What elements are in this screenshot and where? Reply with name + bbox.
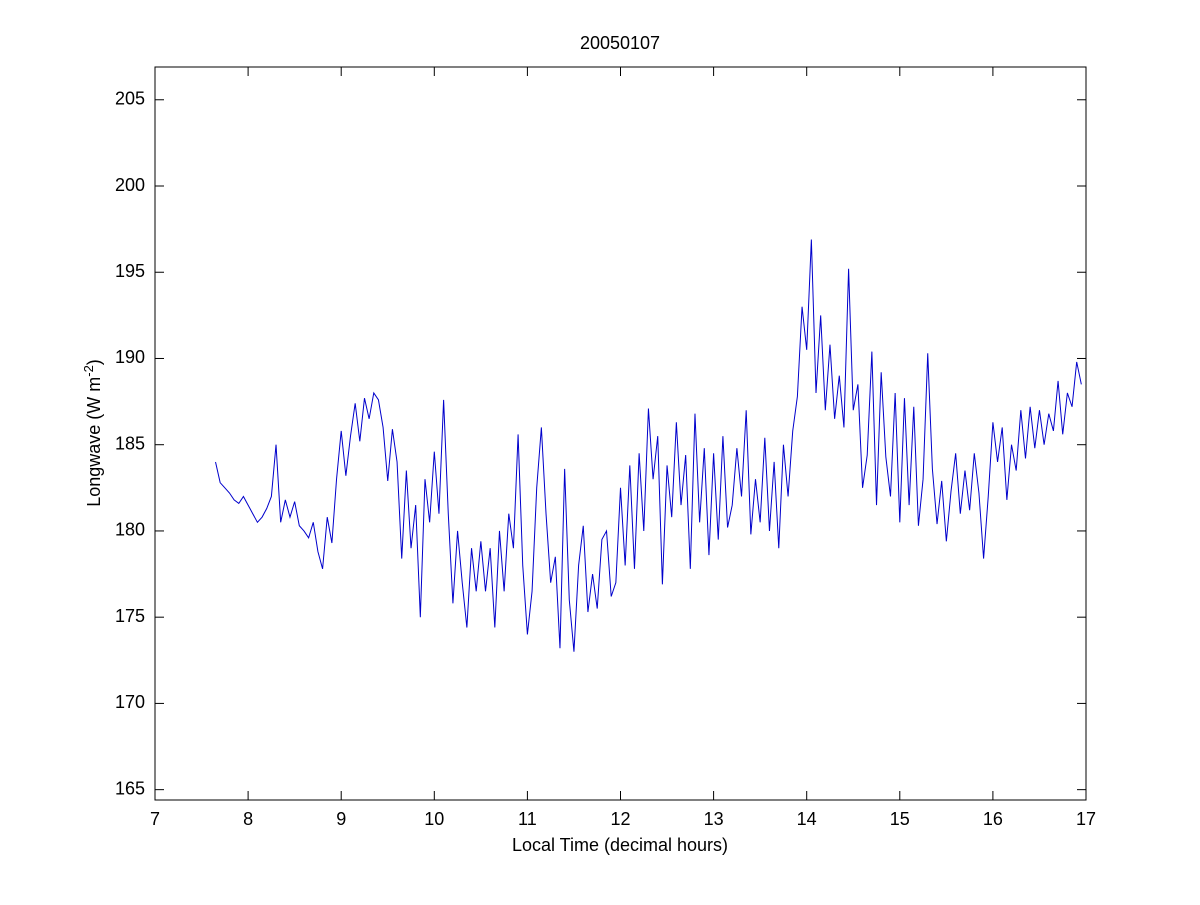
y-label-text: Longwave (W m bbox=[84, 377, 104, 507]
x-tick-label: 8 bbox=[243, 809, 253, 829]
y-tick-label: 165 bbox=[115, 778, 145, 798]
x-tick-label: 15 bbox=[890, 809, 910, 829]
x-tick-label: 16 bbox=[983, 809, 1003, 829]
y-label-suffix: ) bbox=[84, 359, 104, 365]
x-tick-label: 10 bbox=[424, 809, 444, 829]
y-tick-label: 200 bbox=[115, 175, 145, 195]
x-tick-label: 9 bbox=[336, 809, 346, 829]
y-tick-label: 170 bbox=[115, 692, 145, 712]
y-tick-label: 190 bbox=[115, 347, 145, 367]
x-tick-label: 14 bbox=[797, 809, 817, 829]
x-tick-label: 17 bbox=[1076, 809, 1096, 829]
x-axis-label: Local Time (decimal hours) bbox=[512, 835, 728, 855]
x-tick-label: 13 bbox=[704, 809, 724, 829]
y-axis-label: Longwave (W m-2) bbox=[81, 359, 104, 507]
y-tick-label: 185 bbox=[115, 433, 145, 453]
y-label-superscript: -2 bbox=[81, 365, 96, 377]
y-tick-label: 205 bbox=[115, 89, 145, 109]
x-tick-label: 11 bbox=[518, 809, 537, 829]
y-tick-label: 195 bbox=[115, 261, 145, 281]
y-tick-label: 175 bbox=[115, 606, 145, 626]
x-tick-label: 7 bbox=[150, 809, 160, 829]
chart-title: 20050107 bbox=[580, 33, 660, 53]
plot-area bbox=[154, 66, 1087, 801]
x-tick-label: 12 bbox=[610, 809, 630, 829]
data-line bbox=[215, 239, 1082, 652]
y-tick-label: 180 bbox=[115, 520, 145, 540]
